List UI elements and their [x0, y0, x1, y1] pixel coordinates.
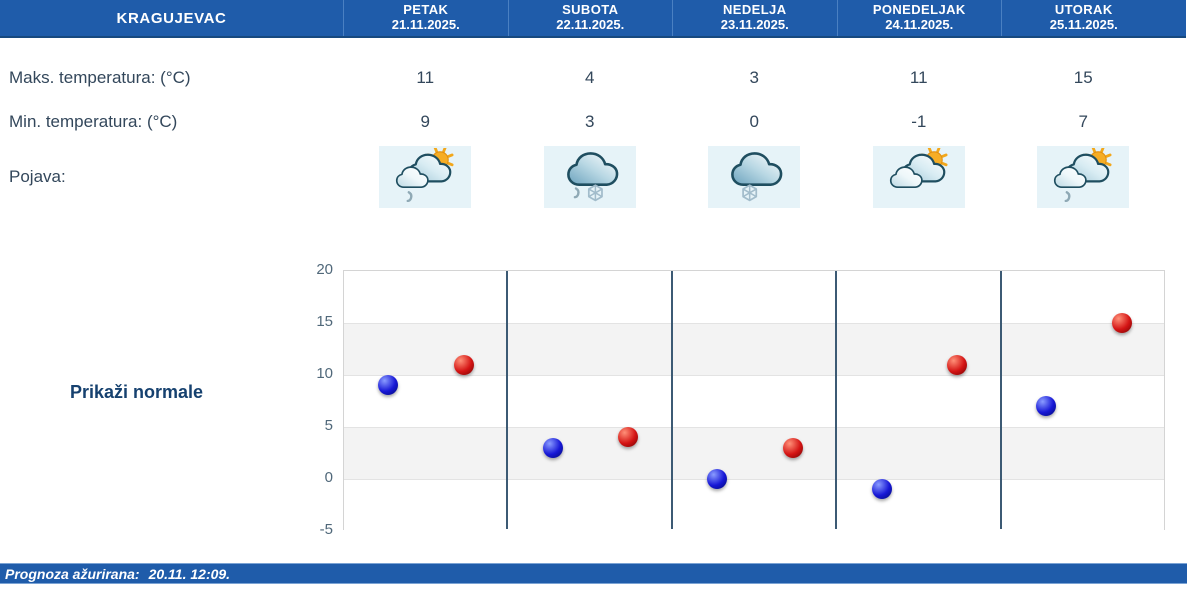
footer-bar: Prognoza ažurirana: 20.11. 12:09.: [0, 563, 1187, 584]
show-normals-link[interactable]: Prikaži normale: [70, 382, 204, 402]
phenomenon-label: Pojava:: [9, 167, 66, 186]
chart-plot-area: [343, 270, 1165, 531]
max-temp-dot: [947, 354, 968, 375]
y-axis-tick-label: 10: [316, 365, 333, 382]
chart-gridline: [344, 427, 1164, 428]
day-name: PONEDELJAK: [872, 2, 966, 18]
max-temp-dot: [618, 427, 639, 448]
day-date: 22.11.2025.: [556, 17, 625, 32]
max-temperature-label: Maks. temperatura: (°C): [9, 68, 191, 87]
day-header-0: PETAK 21.11.2025.: [343, 0, 508, 36]
max-temp-value: 11: [909, 68, 928, 87]
chart-gridline: [344, 479, 1164, 480]
partly-sunny-rain-icon: [387, 145, 463, 207]
day-header-3: PONEDELJAK 24.11.2025.: [836, 0, 1002, 36]
phenomenon-row: Pojava:: [0, 144, 1165, 210]
day-name: NEDELJA: [723, 2, 787, 18]
min-temperature-label: Min. temperatura: (°C): [9, 112, 178, 131]
min-temp-value: 9: [420, 112, 430, 131]
min-temp-dot: [542, 437, 563, 458]
day-date: 23.11.2025.: [720, 17, 789, 32]
min-temp-dot: [707, 469, 728, 489]
day-header-2: NEDELJA 23.11.2025.: [672, 0, 837, 36]
day-name: UTORAK: [1054, 2, 1113, 18]
chart-day-panel: [1002, 271, 1164, 529]
max-temp-dot: [1111, 313, 1132, 333]
chart-day-panels: [344, 271, 1164, 529]
chart-band: [344, 323, 1164, 375]
chart-gridline: [344, 375, 1164, 376]
max-temp-dot: [454, 354, 474, 375]
max-temperature-row: Maks. temperatura: (°C) 11 4 3 11 15: [0, 56, 1165, 100]
y-axis-tick-label: 0: [324, 469, 333, 486]
partly-sunny-icon: [881, 145, 957, 207]
max-temp-value: 15: [1073, 68, 1093, 87]
partly-sunny-rain-icon: [1045, 145, 1121, 207]
day-date: 21.11.2025.: [391, 17, 460, 32]
chart-gridline: [344, 323, 1164, 324]
min-temp-dot: [1035, 396, 1056, 417]
chart-band: [344, 479, 1164, 531]
min-temp-dot: [378, 375, 399, 396]
forecast-updated-status: Prognoza ažurirana: 20.11. 12:09.: [5, 565, 231, 582]
max-temp-value: 11: [416, 68, 435, 87]
min-temp-value: 7: [1078, 112, 1088, 131]
min-temperature-row: Min. temperatura: (°C) 9 3 0 -1 7: [0, 100, 1165, 144]
temperature-chart: Prikaži normale 20 15 10 5 0 -5: [0, 258, 1200, 548]
max-temp-value: 4: [585, 68, 595, 87]
day-name: SUBOTA: [562, 2, 619, 18]
day-header-1: SUBOTA 22.11.2025.: [507, 0, 673, 36]
chart-day-panel: [673, 271, 838, 529]
day-date: 24.11.2025.: [885, 17, 954, 32]
cloud-snow-icon: [716, 148, 792, 207]
forecast-header: KRAGUJEVAC PETAK 21.11.2025. SUBOTA 22.1…: [0, 0, 1186, 38]
day-date: 25.11.2025.: [1049, 17, 1118, 32]
chart-band: [344, 271, 1164, 323]
cloud-rain-snow-icon: [552, 148, 628, 207]
min-temp-value: 3: [585, 112, 595, 131]
location-title: KRAGUJEVAC: [116, 9, 227, 27]
chart-band: [344, 427, 1164, 479]
header-filler: [1166, 0, 1187, 36]
y-axis-tick-label: -5: [319, 521, 333, 538]
chart-day-panel: [508, 271, 673, 529]
day-name: PETAK: [403, 2, 449, 18]
min-temp-dot: [871, 479, 892, 500]
min-temp-value: -1: [911, 112, 927, 131]
max-temp-dot: [782, 437, 803, 458]
y-axis-tick-label: 20: [316, 261, 333, 278]
chart-band: [344, 375, 1164, 427]
day-header-4: UTORAK 25.11.2025.: [1001, 0, 1166, 36]
max-temp-value: 3: [749, 68, 759, 87]
chart-day-panel: [837, 271, 1002, 529]
min-temp-value: 0: [749, 112, 759, 131]
chart-day-panel: [344, 271, 509, 529]
y-axis-tick-label: 5: [324, 417, 333, 434]
y-axis-tick-label: 15: [316, 313, 333, 330]
